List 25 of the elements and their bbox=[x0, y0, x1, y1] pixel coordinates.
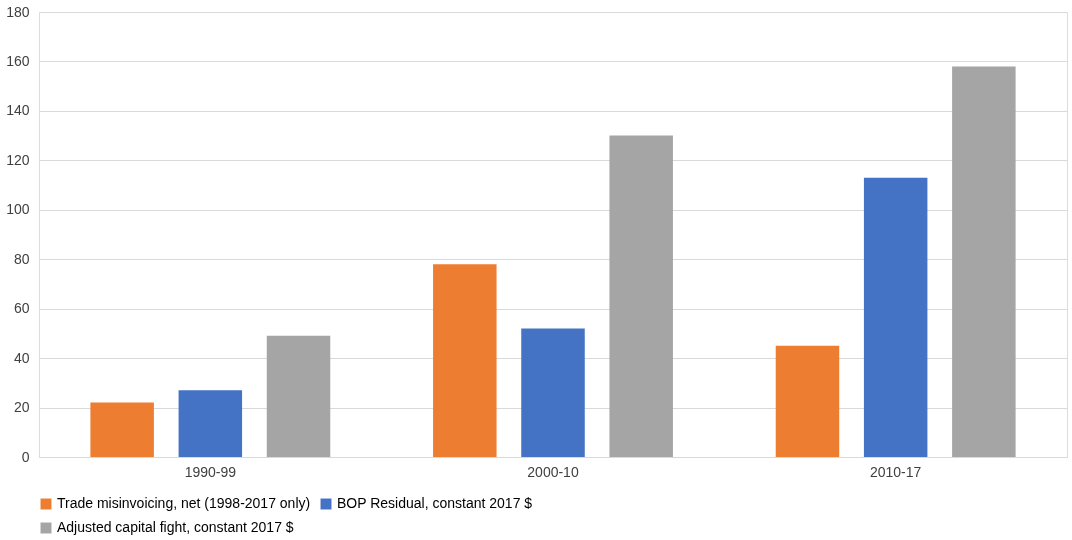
legend-label: BOP Residual, constant 2017 $ bbox=[337, 495, 533, 511]
x-tick-label: 2010-17 bbox=[869, 463, 922, 480]
bar bbox=[433, 264, 497, 457]
legend-label: Trade misinvoicing, net (1998-2017 only) bbox=[57, 495, 311, 511]
y-tick-label: 180 bbox=[6, 3, 30, 20]
bar bbox=[178, 390, 243, 457]
bar bbox=[266, 335, 331, 457]
bar bbox=[90, 402, 154, 457]
y-tick-label: 140 bbox=[6, 102, 30, 119]
x-tick-label: 1990-99 bbox=[184, 463, 237, 480]
bar bbox=[521, 328, 585, 457]
x-tick-label: 2000-10 bbox=[527, 463, 579, 480]
y-tick-label: 20 bbox=[13, 399, 30, 416]
bar bbox=[952, 66, 1016, 457]
legend-label: Adjusted capital fight, constant 2017 $ bbox=[57, 519, 294, 535]
y-tick-label: 80 bbox=[13, 250, 30, 267]
bar bbox=[863, 177, 928, 457]
y-tick-label: 100 bbox=[6, 201, 30, 218]
y-tick-label: 0 bbox=[21, 448, 30, 465]
bar bbox=[609, 135, 673, 457]
bar bbox=[775, 345, 840, 457]
y-tick-label: 60 bbox=[13, 300, 30, 317]
y-tick-label: 120 bbox=[6, 151, 30, 168]
y-tick-label: 160 bbox=[6, 52, 30, 69]
y-tick-label: 40 bbox=[13, 349, 30, 366]
